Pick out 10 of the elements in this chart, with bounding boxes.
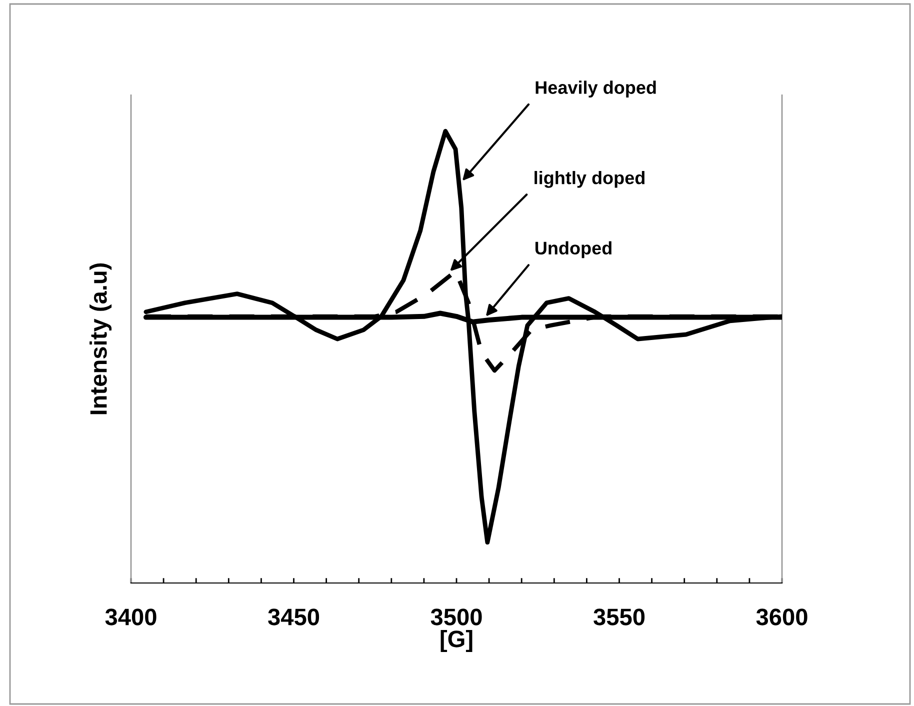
x-tick-label: 3500: [430, 608, 482, 626]
x-axis-title: [G]: [440, 630, 472, 652]
x-tick-label: 3450: [268, 608, 320, 626]
annotation: lightly doped: [534, 170, 644, 188]
annotation: Undoped: [535, 241, 612, 258]
annotation: Heavily doped: [536, 80, 656, 98]
x-tick-label: 3600: [756, 608, 808, 626]
x-tick-label: 3400: [105, 608, 156, 626]
x-tick-label: 3550: [594, 608, 645, 626]
y-axis-title: Intensity (a.u): [90, 263, 112, 414]
